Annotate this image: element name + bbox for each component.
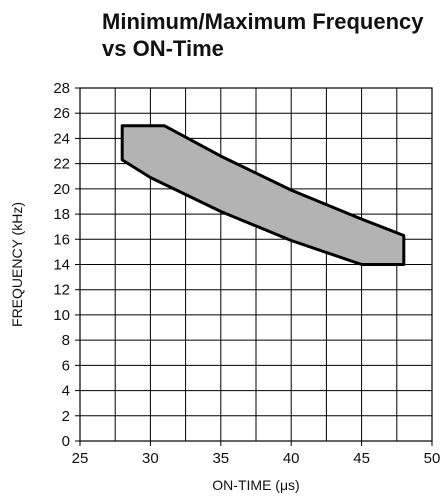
y-tick-label: 0 bbox=[62, 433, 70, 450]
x-tick-label: 35 bbox=[212, 450, 229, 467]
y-tick-label: 6 bbox=[62, 357, 70, 374]
x-axis-label: ON-TIME (μs) bbox=[212, 477, 299, 493]
y-tick-label: 2 bbox=[62, 408, 70, 425]
y-axis-label: FREQUENCY (kHz) bbox=[9, 202, 25, 327]
x-axis-ticks: 25 30 35 40 45 50 bbox=[72, 441, 441, 467]
x-tick-label: 45 bbox=[353, 450, 370, 467]
y-tick-label: 14 bbox=[53, 257, 70, 274]
y-tick-label: 12 bbox=[53, 282, 70, 299]
x-tick-label: 30 bbox=[142, 450, 159, 467]
y-tick-label: 18 bbox=[53, 206, 70, 223]
y-tick-label: 24 bbox=[53, 130, 70, 147]
y-tick-label: 10 bbox=[53, 307, 70, 324]
x-tick-label: 25 bbox=[72, 450, 89, 467]
x-tick-label: 50 bbox=[424, 450, 441, 467]
y-tick-label: 16 bbox=[53, 231, 70, 248]
y-tick-label: 22 bbox=[53, 156, 70, 173]
y-tick-label: 20 bbox=[53, 181, 70, 198]
frequency-range-region bbox=[120, 124, 406, 266]
y-tick-label: 8 bbox=[62, 332, 70, 349]
x-tick-label: 40 bbox=[283, 450, 300, 467]
y-tick-label: 28 bbox=[53, 80, 70, 97]
y-tick-label: 26 bbox=[53, 105, 70, 122]
chart-title: Minimum/Maximum Frequency vs ON-Time bbox=[102, 9, 424, 61]
y-tick-label: 4 bbox=[62, 383, 70, 400]
